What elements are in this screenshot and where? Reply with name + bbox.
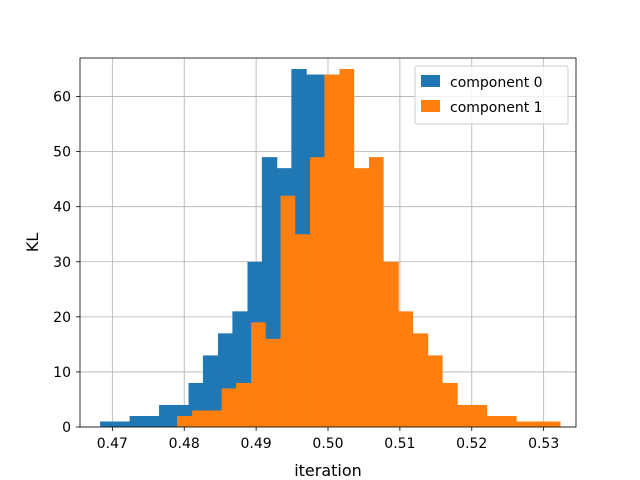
x-tick-label: 0.49 bbox=[241, 436, 272, 452]
legend-swatch bbox=[421, 75, 440, 87]
bar-series-1 bbox=[516, 421, 532, 427]
bar-series-1 bbox=[427, 355, 443, 427]
legend-label: component 1 bbox=[450, 100, 543, 116]
bar-series-1 bbox=[192, 410, 207, 427]
bar-series-1 bbox=[368, 157, 384, 427]
bar-series-0 bbox=[202, 355, 219, 427]
bar-series-0 bbox=[143, 415, 160, 427]
y-axis-label: KL bbox=[23, 233, 42, 252]
legend-swatch bbox=[421, 100, 440, 112]
bar-series-1 bbox=[457, 404, 473, 427]
x-tick-label: 0.53 bbox=[528, 436, 559, 452]
bar-series-1 bbox=[383, 261, 399, 427]
bar-series-1 bbox=[545, 421, 561, 427]
bar-series-1 bbox=[442, 382, 458, 427]
y-tick-label: 60 bbox=[53, 90, 71, 106]
bar-series-1 bbox=[280, 195, 296, 427]
bars bbox=[100, 69, 561, 428]
x-tick-label: 0.51 bbox=[384, 436, 415, 452]
legend-label: component 0 bbox=[450, 75, 543, 91]
bar-series-1 bbox=[471, 404, 488, 427]
legend-box bbox=[414, 65, 569, 125]
bar-series-1 bbox=[530, 421, 547, 427]
y-tick-label: 0 bbox=[62, 420, 71, 436]
bar-series-1 bbox=[339, 69, 355, 427]
bar-series-1 bbox=[310, 157, 325, 427]
bar-series-1 bbox=[501, 415, 517, 427]
y-tick-label: 50 bbox=[53, 145, 71, 161]
bar-series-0 bbox=[159, 404, 174, 427]
y-tick-label: 20 bbox=[53, 310, 71, 326]
bar-series-1 bbox=[265, 338, 281, 427]
x-tick-label: 0.47 bbox=[97, 436, 128, 452]
bar-series-1 bbox=[251, 322, 266, 427]
bar-series-1 bbox=[353, 168, 370, 428]
x-tick-label: 0.50 bbox=[312, 436, 343, 452]
y-tick-label: 40 bbox=[53, 200, 71, 216]
x-tick-label: 0.48 bbox=[169, 436, 200, 452]
bar-series-1 bbox=[235, 382, 252, 427]
bar-series-1 bbox=[412, 333, 429, 427]
legend: component 0 component 1 bbox=[414, 65, 569, 125]
bar-series-1 bbox=[177, 415, 193, 427]
y-tick-label: 30 bbox=[53, 255, 71, 271]
bar-series-1 bbox=[206, 410, 222, 427]
bar-series-0 bbox=[114, 421, 130, 427]
bar-series-1 bbox=[221, 388, 237, 427]
y-tick-label: 10 bbox=[53, 365, 71, 381]
bar-series-1 bbox=[294, 234, 311, 427]
bar-series-1 bbox=[486, 415, 502, 427]
x-tick-label: 0.52 bbox=[456, 436, 487, 452]
bar-series-0 bbox=[100, 421, 115, 427]
bar-series-0 bbox=[129, 415, 145, 427]
ticks: 0.47 0.48 0.49 0.50 0.51 0.52 0.53 0 10 20 30 40 50 6… bbox=[53, 90, 559, 452]
x-axis-label: iteration bbox=[294, 461, 362, 480]
bar-series-1 bbox=[324, 74, 340, 427]
bar-series-1 bbox=[398, 311, 414, 427]
